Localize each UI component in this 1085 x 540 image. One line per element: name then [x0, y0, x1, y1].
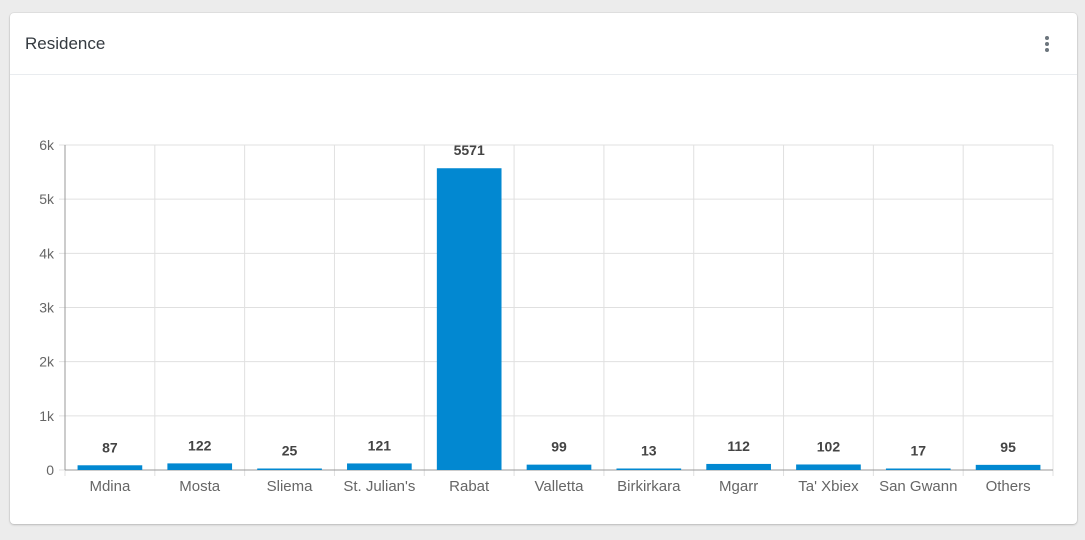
data-label: 102 — [817, 438, 841, 454]
y-tick-label: 2k — [39, 354, 55, 370]
x-tick-label: Mosta — [179, 478, 221, 495]
x-tick-label: Birkirkara — [617, 478, 681, 495]
x-tick-label: San Gwann — [879, 478, 957, 495]
card-title: Residence — [25, 34, 106, 53]
x-tick-label: Mgarr — [719, 478, 758, 495]
residence-card: Residence 0 1k 2k 3k 4k 5k 6k 87 Mdina 122 Mosta 25… — [10, 13, 1077, 524]
bar-rabat — [436, 168, 502, 471]
data-label: 122 — [188, 437, 212, 453]
bar-mgarr — [706, 463, 771, 470]
data-label: 121 — [368, 437, 392, 453]
y-tick-label: 4k — [39, 245, 55, 261]
residence-bar-chart: 0 1k 2k 3k 4k 5k 6k 87 Mdina 122 Mosta 25 Sliema 121 S… — [39, 137, 1054, 495]
bar-valletta — [526, 464, 592, 470]
menu-dot — [1045, 42, 1049, 46]
x-tick-label: Ta' Xbiex — [798, 478, 859, 495]
bar-mdina — [77, 465, 143, 470]
y-tick-label: 3k — [39, 300, 55, 316]
menu-dot — [1045, 36, 1049, 40]
bar-ta-xbiex — [796, 464, 861, 470]
chart-area: 0 1k 2k 3k 4k 5k 6k 87 Mdina 122 Mosta 25 Sliema 121 S… — [10, 75, 1077, 524]
y-tick-label: 6k — [39, 137, 55, 153]
card-header: Residence — [10, 13, 1077, 75]
data-label: 95 — [1000, 439, 1016, 455]
y-tick-label: 0 — [46, 462, 54, 478]
x-tick-label: Others — [986, 478, 1031, 495]
data-label: 87 — [102, 439, 118, 455]
x-tick-label: Sliema — [267, 478, 314, 495]
menu-dot — [1045, 48, 1049, 52]
more-vertical-icon[interactable] — [1039, 34, 1055, 54]
data-label: 99 — [551, 439, 567, 455]
data-label: 112 — [727, 438, 750, 454]
y-tick-label: 1k — [39, 408, 55, 424]
data-label: 5571 — [454, 142, 485, 158]
y-tick-label: 5k — [39, 191, 55, 207]
data-label: 25 — [282, 443, 298, 459]
x-tick-label: Rabat — [449, 478, 490, 495]
data-label: 13 — [641, 443, 657, 459]
x-tick-label: St. Julian's — [343, 478, 415, 495]
x-tick-label: Valletta — [535, 478, 585, 495]
bar-st-julian-s — [347, 463, 412, 470]
bar-birkirkara — [616, 468, 682, 470]
x-tick-label: Mdina — [89, 478, 131, 495]
bar-san-gwann — [885, 468, 951, 470]
bar-sliema — [257, 468, 322, 470]
data-label: 17 — [910, 443, 926, 459]
bar-mosta — [167, 463, 233, 470]
bar-others — [975, 464, 1041, 470]
